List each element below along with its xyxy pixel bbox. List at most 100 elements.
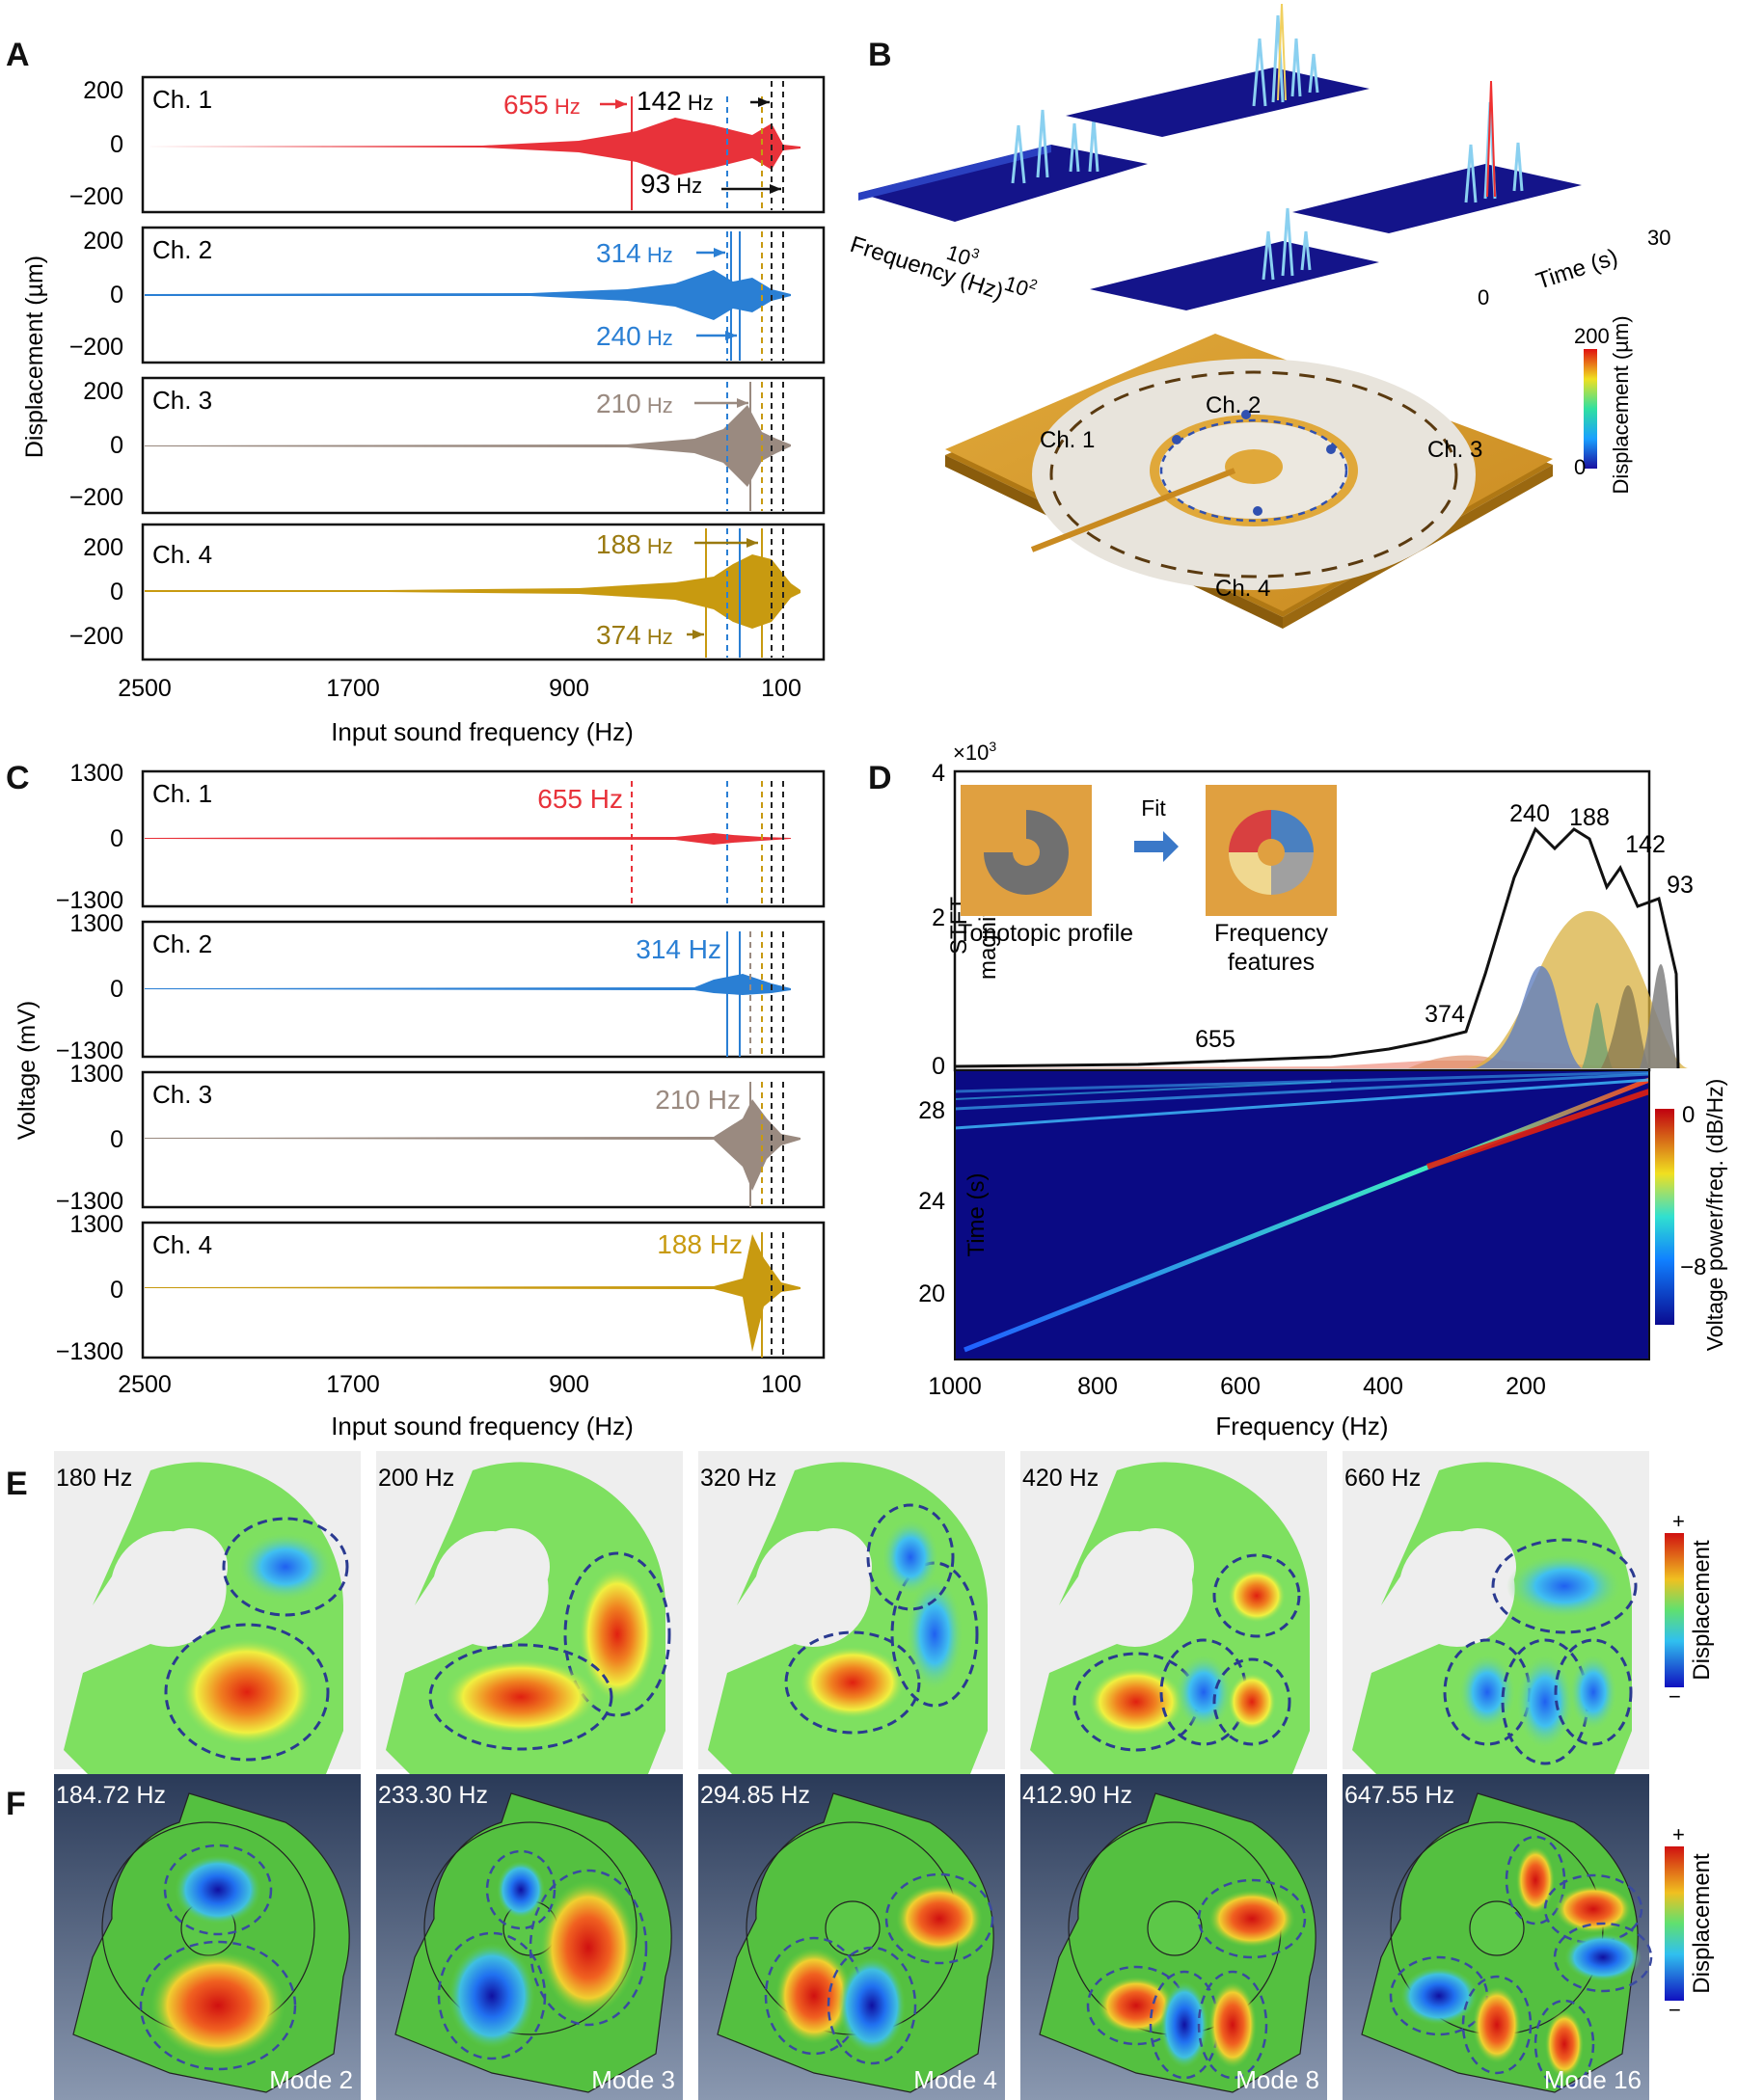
svg-text:93 Hz: 93 Hz [640,169,702,199]
panel-b-waterfall-ch2 [1066,3,1370,137]
svg-text:200: 200 [83,534,123,561]
svg-text:210 Hz: 210 Hz [596,389,673,418]
svg-text:210 Hz: 210 Hz [655,1085,741,1115]
panel-f-tile-2: 233.30 Hz Mode 3 [376,1774,683,2100]
panel-b-waterfall-ch3 [1292,80,1582,233]
panel-e-tile-5: 660 Hz [1343,1451,1649,1774]
panel-e-freq-label-4: 420 Hz [1022,1465,1099,1492]
svg-text:314 Hz: 314 Hz [596,238,673,268]
svg-text:200: 200 [1506,1373,1546,1400]
svg-text:374: 374 [1425,1001,1465,1028]
svg-text:1700: 1700 [326,1371,380,1398]
panel-f-mode-label-1: Mode 2 [269,2065,353,2094]
panel-d-fit-93 [1640,964,1678,1068]
panel-b-cbar-top: 200 [1574,324,1610,348]
panel-a-ch4: Ch. 4 188 Hz 374 Hz [141,523,826,661]
panel-c-xlabel: Input sound frequency (Hz) [331,1412,634,1440]
svg-text:240 Hz: 240 Hz [596,321,673,351]
svg-text:Ch. 2: Ch. 2 [152,929,212,958]
panel-label-e: E [6,1466,28,1502]
svg-text:−200: −200 [69,183,123,210]
svg-text:−200: −200 [69,484,123,511]
panel-e-tile-2: 200 Hz [376,1451,683,1774]
panel-d-time-label: Time (s) [963,1172,990,1256]
svg-text:655 Hz: 655 Hz [537,784,623,814]
panel-f-freq-label-5: 647.55 Hz [1344,1782,1454,1809]
panel-f-mode-label-5: Mode 16 [1544,2065,1642,2094]
panel-c-ylabel: Voltage (mV) [14,1001,41,1141]
panel-c-plot: Voltage (mV) Ch. 1 655 Hz Ch. 2 314 Hz C… [14,760,826,1440]
panel-f-freq-label-3: 294.85 Hz [700,1782,810,1809]
svg-text:900: 900 [549,1371,589,1398]
panel-f-tile-4: 412.90 Hz Mode 8 [1020,1774,1327,2100]
svg-text:Ch. 4: Ch. 4 [152,1230,212,1259]
panel-d-stft-curve [954,826,1680,1069]
panel-a-ch2: Ch. 2 314 Hz 240 Hz [141,226,826,364]
panel-d-fit-240 [1476,965,1582,1068]
panel-b-time-label: Time (s) [1533,244,1621,295]
panel-a-xlabel: Input sound frequency (Hz) [331,717,634,746]
svg-text:1700: 1700 [326,675,380,702]
panel-a-ch3-label: Ch. 3 [152,386,212,415]
panel-a-ch2-label: Ch. 2 [152,235,212,264]
panel-a-ch1: Ch. 1 655 Hz 142 Hz 93 Hz [141,75,826,214]
panel-b-cbar-bottom: 0 [1574,455,1586,479]
panel-d-cbar-label: Voltage power/freq. (dB/Hz) [1702,1079,1727,1352]
panel-f-colorbar [1665,1846,1684,2001]
panel-f-maps: 184.72 Hz Mode 2 233.30 Hz Mode 3 294.85 Hz M… [54,1774,1715,2100]
svg-text:188 Hz: 188 Hz [657,1229,743,1259]
panel-label-f: F [6,1786,26,1822]
svg-text:1300: 1300 [69,910,123,937]
panel-a-ylabel: Displacement (µm) [21,256,48,458]
svg-text:1000: 1000 [928,1373,982,1400]
panel-b-freq-tick-1: 103 [943,237,982,273]
panel-f-mode-label-4: Mode 8 [1235,2065,1319,2094]
panel-f-tile-5: 647.55 Hz Mode 16 [1343,1774,1653,2100]
svg-text:0: 0 [110,1126,123,1153]
panel-f-tile-3: 294.85 Hz Mode 4 [698,1774,1005,2100]
panel-label-d: D [868,760,892,796]
panel-c-xticks: 2500 1700 900 100 [118,1371,801,1398]
svg-text:Ch. 3: Ch. 3 [152,1080,212,1109]
panel-d-peaks: 240 188 142 93 374 655 [1195,800,1694,1053]
panel-f-freq-label-4: 412.90 Hz [1022,1782,1132,1809]
panel-b-freq-tick-2: 102 [1001,268,1040,304]
panel-d-plot: ×103 STFT magnitude 4 2 0 240 188 142 93… [918,739,1727,1440]
svg-text:314 Hz: 314 Hz [636,934,721,964]
svg-text:240: 240 [1509,800,1550,827]
panel-f-freq-label-2: 233.30 Hz [378,1782,488,1809]
panel-e-tile-3: 320 Hz [698,1451,1005,1774]
svg-text:−200: −200 [69,623,123,650]
svg-text:0: 0 [110,579,123,606]
svg-text:2500: 2500 [118,675,172,702]
panel-e-cbar-plus: + [1672,1509,1685,1533]
svg-text:0: 0 [110,976,123,1003]
svg-text:100: 100 [761,675,801,702]
svg-text:100: 100 [761,1371,801,1398]
svg-text:0: 0 [110,131,123,158]
svg-text:20: 20 [918,1280,945,1307]
panel-d-inset: Tonotopic profile Fit Frequency features [958,785,1337,976]
panel-f-mode-label-2: Mode 3 [591,2065,675,2094]
panel-b-waterfall-ch4 [1090,207,1379,310]
panel-b-waterfall-ch1 [858,109,1148,222]
panel-b-freq-label: Frequency (Hz) [849,231,1007,306]
svg-text:features: features [1228,949,1315,976]
svg-text:142: 142 [1625,831,1666,858]
svg-text:800: 800 [1077,1373,1118,1400]
svg-text:200: 200 [83,77,123,104]
panel-a-plot: Displacement (µm) Ch. 1 655 Hz 142 Hz 93… [21,75,826,746]
svg-text:4: 4 [932,760,945,787]
svg-text:0: 0 [110,432,123,459]
svg-text:1300: 1300 [69,1211,123,1238]
panel-d-xlabel: Frequency (Hz) [1215,1412,1388,1440]
svg-text:400: 400 [1363,1373,1403,1400]
svg-text:188 Hz: 188 Hz [596,529,673,559]
svg-text:600: 600 [1220,1373,1261,1400]
panel-f-cbar-minus: − [1669,1998,1681,2022]
svg-text:28: 28 [918,1097,945,1124]
panel-d-yscale: ×103 [953,739,996,765]
panel-d-fit-210 [1582,1003,1613,1068]
svg-text:200: 200 [83,228,123,255]
panel-d-fit-142 [1601,985,1649,1068]
